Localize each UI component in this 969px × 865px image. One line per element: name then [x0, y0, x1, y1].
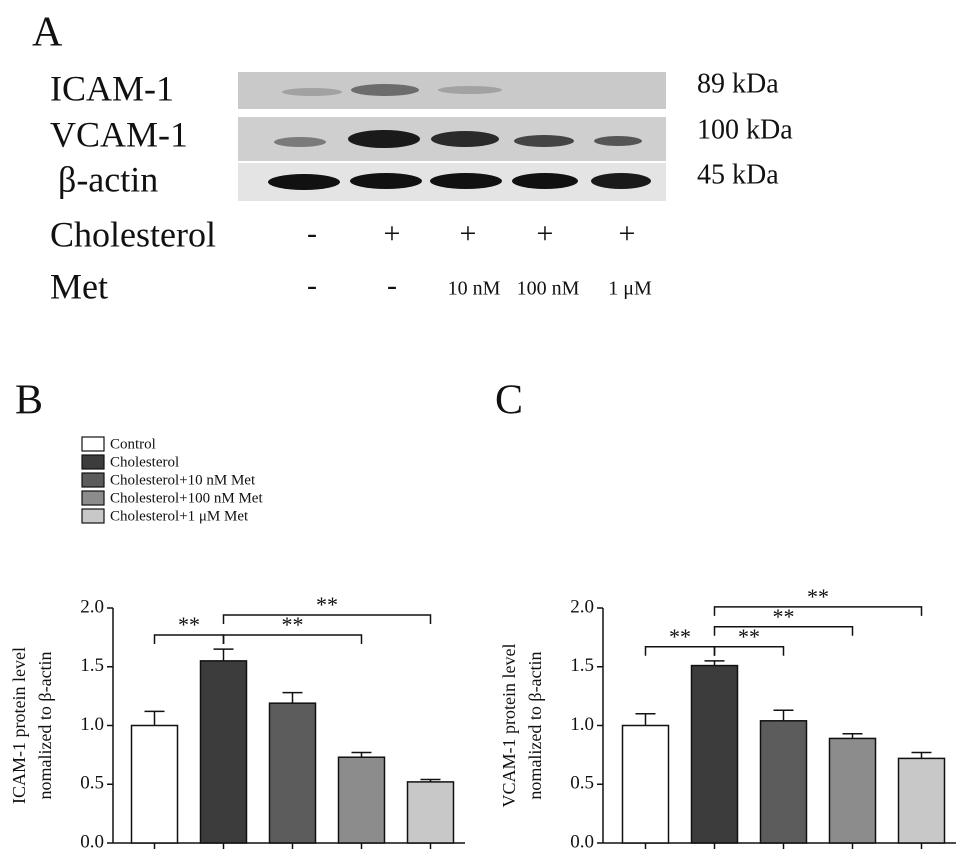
legend-swatch: [81, 436, 105, 452]
significance-label: **: [738, 624, 760, 649]
protein-label: ICAM-1: [50, 68, 174, 108]
band: [514, 135, 574, 147]
bar: [406, 781, 455, 844]
bar: [759, 720, 808, 844]
legend-label: Cholesterol: [110, 454, 179, 470]
significance-label: **: [282, 612, 304, 637]
legend-swatch: [81, 490, 105, 506]
protein-label: β-actin: [58, 159, 158, 199]
significance-bracket: [222, 634, 363, 645]
band: [431, 131, 499, 147]
significance-label: **: [316, 592, 338, 617]
band: [274, 137, 326, 147]
band: [591, 173, 651, 189]
bar: [621, 724, 670, 844]
legend-swatch: [81, 454, 105, 470]
bar: [199, 660, 248, 844]
bar: [268, 702, 317, 844]
size-label: 45 kDa: [697, 159, 779, 190]
legend-swatch: [81, 472, 105, 488]
bar: [130, 724, 179, 844]
lane-label: +: [460, 217, 477, 250]
y-tick-label: 0.5: [80, 773, 104, 794]
significance-label: **: [773, 604, 795, 629]
bar: [337, 756, 386, 844]
lane-label: +: [537, 217, 554, 250]
band: [594, 136, 642, 146]
bar: [828, 737, 877, 844]
size-label: 100 kDa: [697, 114, 793, 145]
treatment-label: Met: [50, 266, 108, 306]
band: [268, 174, 340, 190]
band: [512, 173, 578, 189]
size-label: 89 kDa: [697, 68, 779, 99]
treatment-label: Cholesterol: [50, 214, 216, 254]
protein-label: VCAM-1: [50, 114, 188, 154]
panel-label: B: [15, 378, 43, 424]
band: [438, 86, 502, 94]
bar: [690, 664, 739, 844]
y-tick-label: 1.5: [80, 655, 104, 676]
band: [350, 173, 422, 189]
legend-label: Cholesterol+1 μM Met: [110, 508, 249, 524]
lane-label: 10 nM: [448, 278, 501, 300]
y-axis-label: nomalized to β-actin: [525, 651, 545, 799]
y-tick-label: 2.0: [80, 596, 104, 617]
y-tick-label: 2.0: [570, 596, 594, 617]
band: [282, 88, 342, 96]
y-tick-label: 0.0: [570, 831, 594, 852]
band: [430, 173, 502, 189]
y-tick-label: 1.0: [80, 714, 104, 735]
bar: [897, 757, 946, 844]
band: [351, 84, 419, 96]
significance-bracket: [222, 614, 432, 625]
lane-label: +: [619, 217, 636, 250]
significance-label: **: [669, 624, 691, 649]
y-tick-label: 1.0: [570, 714, 594, 735]
legend-label: Cholesterol+10 nM Met: [110, 472, 256, 488]
blot-images: [238, 72, 666, 201]
panel-label: C: [495, 378, 523, 424]
lane-label: -: [387, 269, 397, 302]
significance-bracket: [713, 646, 785, 656]
lane-label: 1 μM: [608, 278, 652, 300]
lane-label: -: [307, 269, 317, 302]
y-axis-label: ICAM-1 protein level: [9, 647, 29, 804]
significance-label: **: [807, 584, 829, 609]
band: [348, 130, 420, 148]
significance-bracket: [713, 626, 854, 636]
y-axis-label: nomalized to β-actin: [35, 651, 55, 799]
legend-label: Control: [110, 436, 156, 452]
y-tick-label: 1.5: [570, 655, 594, 676]
legend-swatch: [81, 508, 105, 524]
y-tick-label: 0.0: [80, 831, 104, 852]
significance-label: **: [178, 612, 200, 637]
significance-bracket: [713, 606, 923, 616]
y-tick-label: 0.5: [570, 773, 594, 794]
y-axis-label: VCAM-1 protein level: [499, 644, 519, 808]
panel-label: A: [32, 10, 63, 56]
lane-label: +: [384, 217, 401, 250]
legend-label: Cholesterol+100 nM Met: [110, 490, 263, 506]
lane-label: 100 nM: [517, 278, 580, 300]
lane-label: -: [307, 217, 317, 250]
